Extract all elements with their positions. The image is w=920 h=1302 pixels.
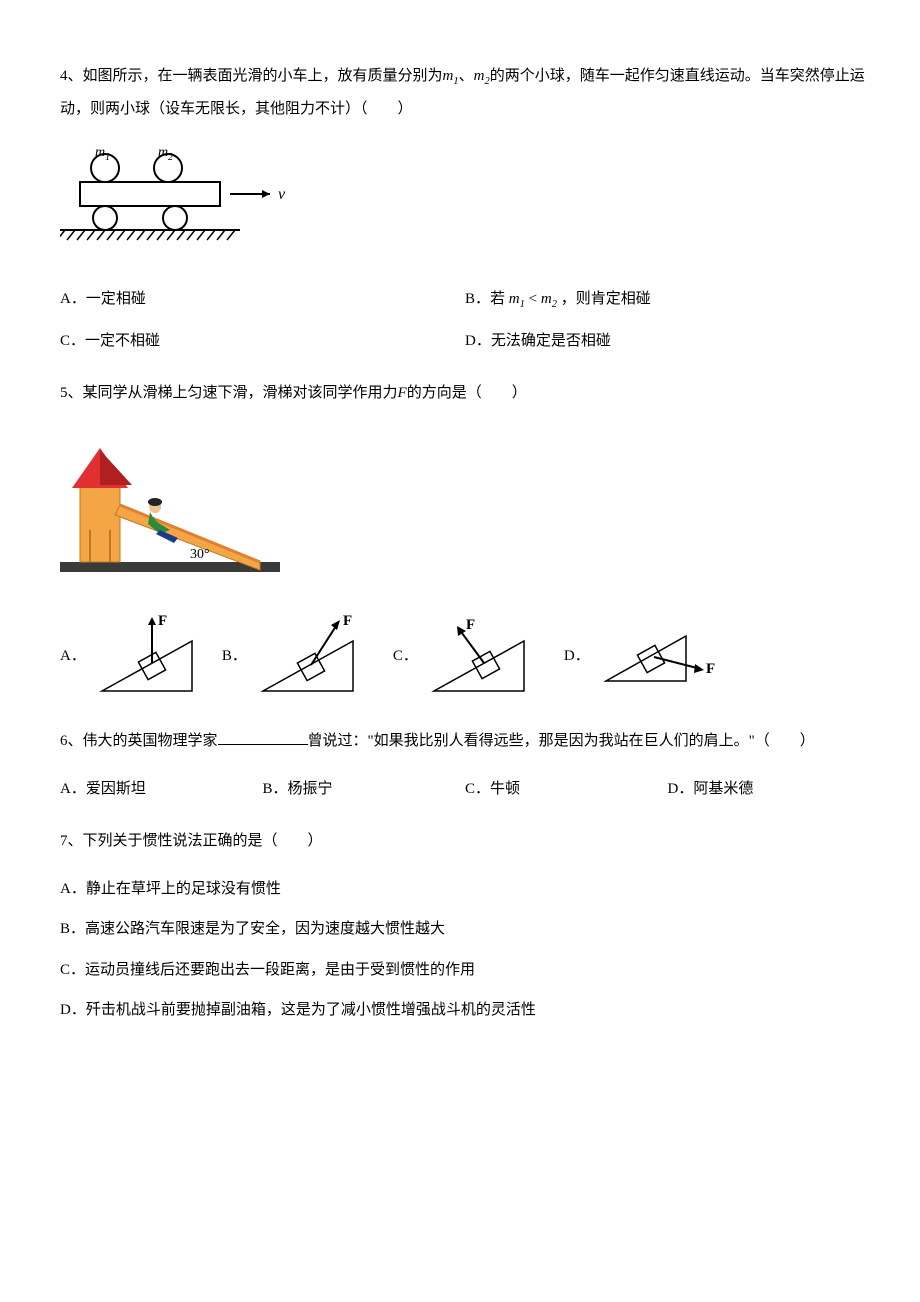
q5-angle: 30°: [190, 547, 210, 562]
q5-stem-a: 5、某同学从滑梯上匀速下滑，滑梯对该同学作用力: [60, 385, 398, 401]
q5-F: F: [398, 385, 407, 401]
q7-opt-a: A．静止在草坪上的足球没有惯性: [60, 878, 870, 901]
q4-fig-m2: m: [158, 146, 168, 160]
q4-opt-d: D．无法确定是否相碰: [465, 330, 870, 353]
q6-b-label: B．: [263, 781, 288, 797]
q4-m2: m: [474, 68, 485, 84]
q5-b-label: B．: [222, 645, 247, 668]
q7-opt-d: D．歼击机战斗前要抛掉副油箱，这是为了减小惯性增强战斗机的灵活性: [60, 999, 870, 1022]
q7-c-label: C．: [60, 962, 85, 978]
q4-b-pre: 若: [490, 291, 509, 307]
q6-opt-b: B．杨振宁: [263, 778, 466, 801]
question-6: 6、伟大的英国物理学家 曾说过："如果我比别人看得远些，那是因为我站在巨人们的肩上…: [60, 725, 870, 801]
q5-stem: 5、某同学从滑梯上匀速下滑，滑梯对该同学作用力F的方向是（ ）: [60, 377, 870, 410]
q5-opt-b: B． F: [222, 611, 373, 701]
q5-opt-a: A． F: [60, 611, 202, 701]
q4-a-label: A．: [60, 291, 86, 307]
q6-stem-b: 曾说过："如果我比别人看得远些，那是因为我站在巨人们的肩上。"（ ）: [308, 733, 815, 749]
q7-d-label: D．: [60, 1002, 86, 1018]
q5-figure: 30°: [60, 430, 870, 588]
q6-a-label: A．: [60, 781, 86, 797]
q4-b-post: ，则肯定相碰: [557, 291, 651, 307]
q4-fig-v: v: [278, 186, 286, 203]
q4-c-label: C．: [60, 333, 85, 349]
q6-opt-c: C．牛顿: [465, 778, 668, 801]
q7-stem: 7、下列关于惯性说法正确的是（ ）: [60, 825, 870, 858]
q7-c-text: 运动员撞线后还要跑出去一段距离，是由于受到惯性的作用: [85, 962, 475, 978]
q6-d-label: D．: [668, 781, 694, 797]
q6-options: A．爱因斯坦 B．杨振宁 C．牛顿 D．阿基米德: [60, 778, 870, 801]
q5-opt-d: D． F: [564, 611, 726, 701]
q4-opt-b: B．若 m1 < m2 ，则肯定相碰: [465, 288, 870, 313]
q4-a-text: 一定相碰: [86, 291, 146, 307]
q4-fig-m2s: 2: [168, 152, 173, 163]
svg-text:m2: m2: [158, 146, 173, 163]
q6-blank: [218, 729, 308, 745]
q5-c-label: C．: [393, 645, 418, 668]
q5-b-F: F: [343, 613, 352, 629]
question-7: 7、下列关于惯性说法正确的是（ ） A．静止在草坪上的足球没有惯性 B．高速公路…: [60, 825, 870, 1022]
q4-fig-m1: m: [95, 146, 105, 160]
q4-stem-a: 4、如图所示，在一辆表面光滑的小车上，放有质量分别为: [60, 68, 443, 84]
q4-options-row1: A．一定相碰 B．若 m1 < m2 ，则肯定相碰: [60, 288, 870, 313]
q6-b-text: 杨振宁: [288, 781, 333, 797]
q4-options-row2: C．一定不相碰 D．无法确定是否相碰: [60, 330, 870, 353]
q4-stem: 4、如图所示，在一辆表面光滑的小车上，放有质量分别为m1、m2的两个小球，随车一…: [60, 60, 870, 126]
q7-opt-c: C．运动员撞线后还要跑出去一段距离，是由于受到惯性的作用: [60, 959, 870, 982]
q4-b-label: B．: [465, 291, 490, 307]
q7-b-text: 高速公路汽车限速是为了安全，因为速度越大惯性越大: [85, 921, 445, 937]
q6-stem-a: 6、伟大的英国物理学家: [60, 733, 218, 749]
q4-fig-m1s: 1: [105, 152, 110, 163]
q7-b-label: B．: [60, 921, 85, 937]
q7-opt-b: B．高速公路汽车限速是为了安全，因为速度越大惯性越大: [60, 918, 870, 941]
q4-d-text: 无法确定是否相碰: [491, 333, 611, 349]
q5-a-label: A．: [60, 645, 86, 668]
question-4: 4、如图所示，在一辆表面光滑的小车上，放有质量分别为m1、m2的两个小球，随车一…: [60, 60, 870, 353]
q4-b-m1: m: [509, 291, 520, 307]
svg-text:m1: m1: [95, 146, 110, 163]
q5-stem-b: 的方向是（ ）: [407, 385, 527, 401]
q4-c-text: 一定不相碰: [85, 333, 160, 349]
q5-options: A． F B． F: [60, 611, 870, 701]
q4-opt-a: A．一定相碰: [60, 288, 465, 313]
q4-opt-c: C．一定不相碰: [60, 330, 465, 353]
q6-opt-d: D．阿基米德: [668, 778, 871, 801]
q5-d-F: F: [706, 661, 715, 677]
q4-figure: m1 m2 v: [60, 146, 870, 264]
q4-sep: 、: [459, 68, 474, 84]
q5-opt-c: C． F: [393, 611, 544, 701]
q7-a-text: 静止在草坪上的足球没有惯性: [86, 881, 281, 897]
q7-d-text: 歼击机战斗前要抛掉副油箱，这是为了减小惯性增强战斗机的灵活性: [86, 1002, 536, 1018]
q4-b-m2: m: [541, 291, 552, 307]
q6-opt-a: A．爱因斯坦: [60, 778, 263, 801]
q6-d-text: 阿基米德: [693, 781, 753, 797]
q4-b-lt: <: [525, 291, 541, 307]
q5-a-F: F: [158, 613, 167, 629]
q4-m1: m: [443, 68, 454, 84]
q6-stem: 6、伟大的英国物理学家 曾说过："如果我比别人看得远些，那是因为我站在巨人们的肩上…: [60, 725, 870, 758]
question-5: 5、某同学从滑梯上匀速下滑，滑梯对该同学作用力F的方向是（ ） 30°: [60, 377, 870, 702]
q4-d-label: D．: [465, 333, 491, 349]
q6-a-text: 爱因斯坦: [86, 781, 146, 797]
q6-c-text: 牛顿: [490, 781, 520, 797]
q7-a-label: A．: [60, 881, 86, 897]
q5-c-F: F: [466, 617, 475, 633]
q6-c-label: C．: [465, 781, 490, 797]
q5-d-label: D．: [564, 645, 590, 668]
